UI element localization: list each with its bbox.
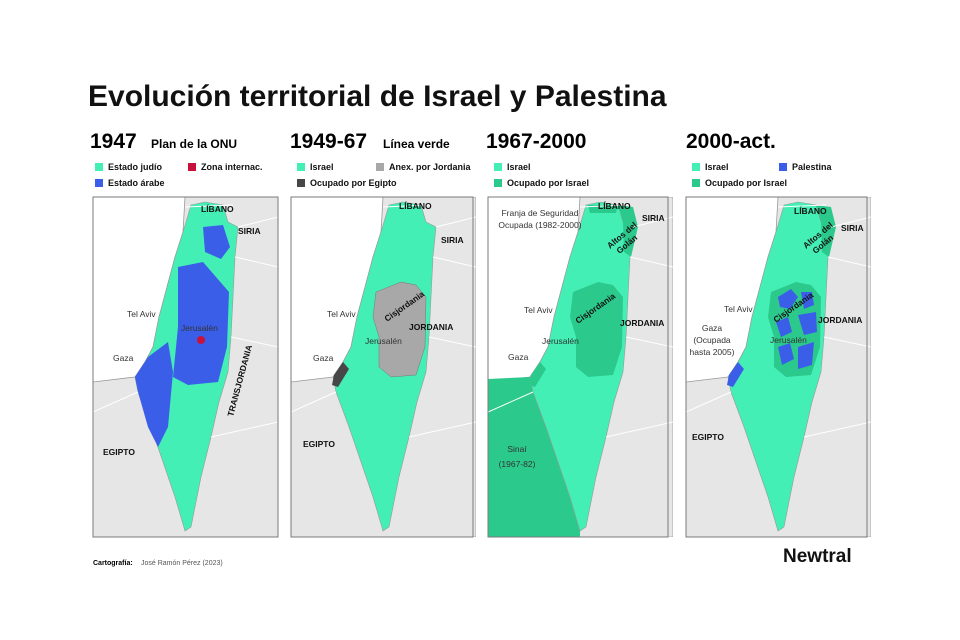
map-label: Tel Aviv	[724, 304, 753, 314]
legend-swatch	[297, 163, 305, 171]
map-label: Jerusalén	[181, 323, 218, 333]
map-label: Gaza	[313, 353, 334, 363]
legend-label: Anex. por Jordania	[389, 162, 472, 172]
map-label: Sinaí	[507, 444, 527, 454]
legend-swatch	[692, 179, 700, 187]
legend-label: Israel	[310, 162, 334, 172]
map-label: EGIPTO	[692, 432, 724, 442]
panel-subtitle: Línea verde	[383, 137, 450, 151]
map-label: Tel Aviv	[327, 309, 356, 319]
panel-year: 2000-act.	[686, 130, 776, 153]
map-label: LÍBANO	[201, 204, 234, 214]
map-label: LÍBANO	[598, 201, 631, 211]
legend-label: Palestina	[792, 162, 833, 172]
panel-subtitle: Plan de la ONU	[151, 137, 237, 151]
legend-label: Ocupado por Israel	[507, 178, 589, 188]
map-label: Tel Aviv	[127, 309, 156, 319]
legend-label: Israel	[705, 162, 729, 172]
map-label: (Ocupada	[693, 335, 731, 345]
map-label: (1967-82)	[499, 459, 536, 469]
legend-swatch	[95, 179, 103, 187]
panel-year: 1967-2000	[486, 130, 586, 153]
legend-swatch	[692, 163, 700, 171]
map-label: Tel Aviv	[524, 305, 553, 315]
legend-swatch	[494, 179, 502, 187]
map-label: EGIPTO	[303, 439, 335, 449]
international-zone	[197, 336, 205, 344]
map-label: Jerusalén	[365, 336, 402, 346]
footer-author: José Ramón Pérez (2023)	[141, 560, 223, 567]
map-label: LÍBANO	[794, 206, 827, 216]
map-label: Gaza	[113, 353, 134, 363]
map-label: JORDANIA	[409, 322, 453, 332]
security-zone	[588, 205, 618, 213]
legend-swatch	[297, 179, 305, 187]
logo: Newtral	[783, 546, 852, 567]
map-label: JORDANIA	[818, 315, 862, 325]
legend-swatch	[188, 163, 196, 171]
map-label: JORDANIA	[620, 318, 664, 328]
map-label: SIRIA	[841, 223, 864, 233]
legend-swatch	[494, 163, 502, 171]
footer-label: Cartografía:	[93, 560, 133, 567]
sinai	[488, 377, 580, 537]
map: Franja de Seguridad Ocupada (1982-2000) …	[487, 196, 673, 538]
map-label: Franja de Seguridad	[501, 208, 578, 218]
arab-state	[135, 342, 173, 447]
legend-swatch	[376, 163, 384, 171]
map-label: EGIPTO	[103, 447, 135, 457]
legend-label: Estado árabe	[108, 178, 165, 188]
palestine	[776, 289, 817, 369]
title: Evolución territorial de Israel y Palest…	[88, 80, 667, 113]
map-label: Gaza	[508, 352, 529, 362]
legend-swatch	[95, 163, 103, 171]
map-label: SIRIA	[642, 213, 665, 223]
map-label: Ocupada (1982-2000)	[498, 220, 581, 230]
map-label: hasta 2005)	[690, 347, 735, 357]
map-label: Jerusalén	[770, 335, 807, 345]
legend-label: Zona internac.	[201, 162, 263, 172]
map: LÍBANO SIRIA Altos del Golán Tel Aviv Ci…	[685, 196, 871, 538]
legend-swatch	[779, 163, 787, 171]
map: LÍBANO SIRIA Tel Aviv Cisjordania JORDAN…	[290, 196, 476, 538]
legend-label: Ocupado por Israel	[705, 178, 787, 188]
legend-label: Israel	[507, 162, 531, 172]
legend-label: Ocupado por Egipto	[310, 178, 397, 188]
arab-state	[173, 262, 229, 385]
panel-year: 1949-67	[290, 130, 367, 153]
arab-state	[203, 225, 230, 259]
map: LÍBANO SIRIA Tel Aviv Jerusalén Gaza TRA…	[92, 196, 279, 538]
map-label: Jerusalén	[542, 336, 579, 346]
map-label: SIRIA	[238, 226, 261, 236]
legend-label: Estado judío	[108, 162, 163, 172]
map-label: LÍBANO	[399, 201, 432, 211]
map-label: SIRIA	[441, 235, 464, 245]
map-label: Gaza	[702, 323, 723, 333]
panel-year: 1947	[90, 130, 137, 153]
